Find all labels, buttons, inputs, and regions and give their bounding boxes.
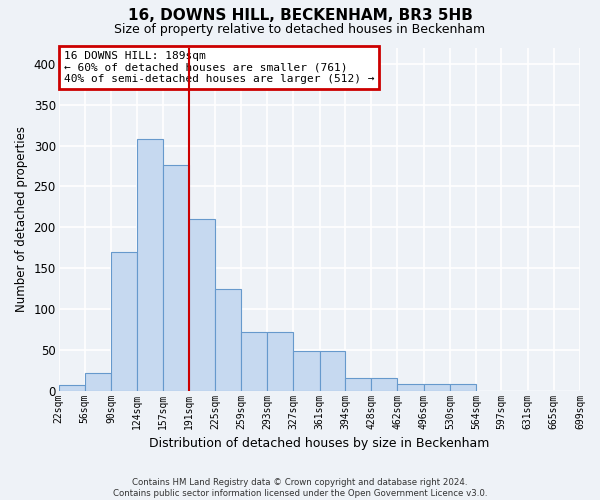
Y-axis label: Number of detached properties: Number of detached properties [15, 126, 28, 312]
Bar [268, 332, 293, 390]
Bar [450, 384, 476, 390]
Bar [293, 352, 320, 391]
Bar [59, 385, 85, 390]
Text: Contains HM Land Registry data © Crown copyright and database right 2024.
Contai: Contains HM Land Registry data © Crown c… [113, 478, 487, 498]
Bar [189, 219, 215, 390]
Bar [241, 332, 268, 390]
Bar [371, 378, 397, 390]
Text: 16, DOWNS HILL, BECKENHAM, BR3 5HB: 16, DOWNS HILL, BECKENHAM, BR3 5HB [128, 8, 472, 22]
Bar [163, 165, 189, 390]
Bar [137, 139, 163, 390]
Bar [345, 378, 371, 390]
Bar [215, 288, 241, 390]
Bar [320, 352, 345, 391]
X-axis label: Distribution of detached houses by size in Beckenham: Distribution of detached houses by size … [149, 437, 490, 450]
Bar [397, 384, 424, 390]
Text: 16 DOWNS HILL: 189sqm
← 60% of detached houses are smaller (761)
40% of semi-det: 16 DOWNS HILL: 189sqm ← 60% of detached … [64, 51, 374, 84]
Text: Size of property relative to detached houses in Beckenham: Size of property relative to detached ho… [115, 22, 485, 36]
Bar [111, 252, 137, 390]
Bar [424, 384, 450, 390]
Bar [85, 372, 111, 390]
